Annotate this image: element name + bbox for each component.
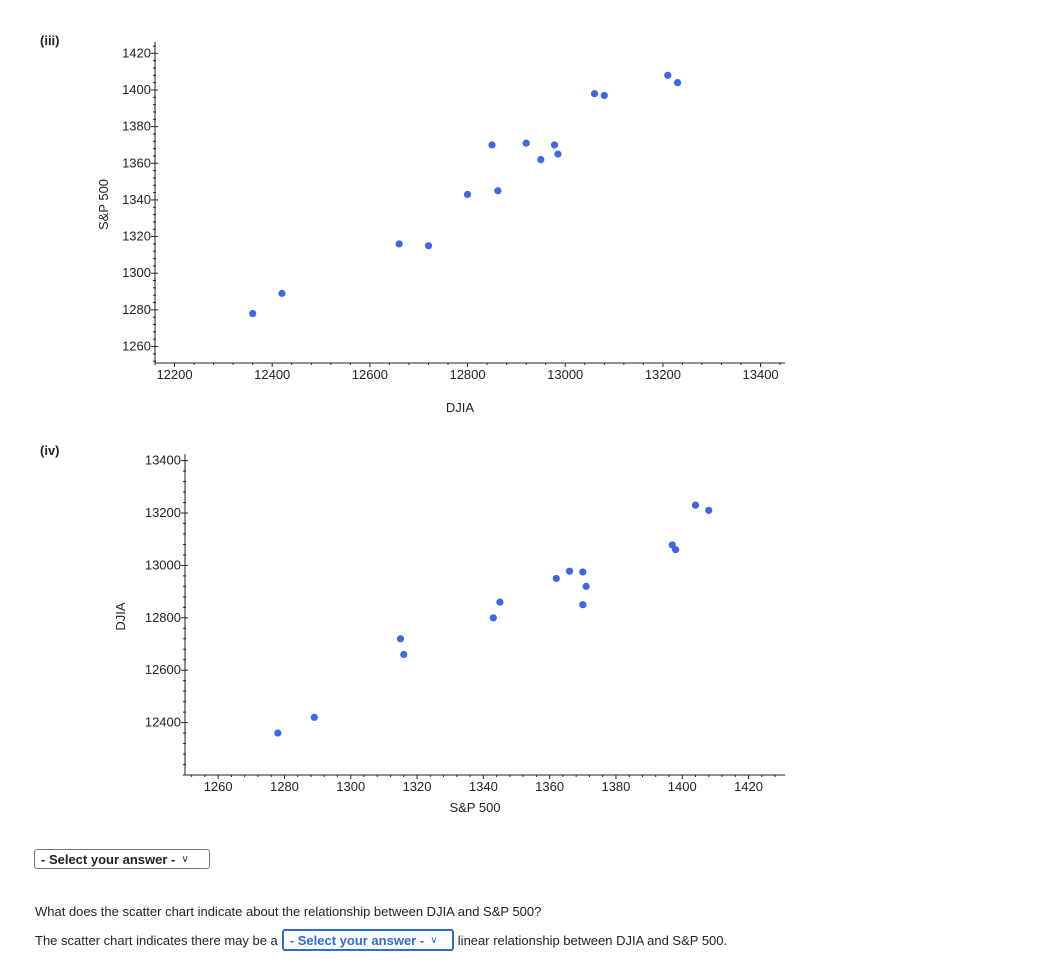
y-tick-label: 13400 (145, 453, 181, 468)
data-point (400, 650, 408, 659)
data-point (672, 546, 680, 554)
y-tick-label: 1420 (122, 45, 151, 60)
x-tick-label: 1360 (535, 779, 564, 794)
y-tick-label: 12400 (145, 715, 181, 730)
x-tick-label: 12600 (352, 367, 388, 382)
x-tick-label: 1300 (336, 779, 365, 794)
x-tick-label: 1260 (204, 779, 233, 794)
x-tick-label: 1280 (270, 779, 299, 794)
scatter-chart-djia-vs-sp500: 12200 12400 12600 12800 13000 13200 13400 1260 1… (96, 42, 785, 415)
panel-label-iv: (iv) (40, 443, 60, 458)
answer-select-1[interactable]: - Select your answer - ∨ (34, 849, 210, 869)
y-tick-label: 1300 (122, 265, 151, 280)
x-tick-label: 12400 (254, 367, 290, 382)
answer-select-1-value: - Select your answer - (41, 851, 176, 867)
y-tick-label: 1400 (122, 82, 151, 97)
answer-sentence: The scatter chart indicates there may be… (35, 929, 727, 951)
x-axis-title: S&P 500 (449, 800, 500, 815)
panel-label-iii: (iii) (40, 33, 60, 48)
y-axis-title: S&P 500 (96, 179, 111, 230)
y-tick-label: 1360 (122, 155, 151, 170)
data-point (310, 713, 318, 721)
x-tick-label: 1380 (601, 779, 630, 794)
y-tick-label: 1380 (122, 119, 151, 134)
y-tick-label: 1340 (122, 192, 151, 207)
data-point (565, 567, 574, 575)
data-point (537, 156, 545, 164)
x-axis-title: DJIA (446, 400, 475, 415)
data-point (579, 568, 587, 576)
x-tick-label: 13400 (743, 367, 779, 382)
y-tick-label: 12600 (145, 662, 181, 677)
data-point (496, 598, 504, 606)
x-tick-label: 12200 (156, 367, 192, 382)
y-tick-label: 12800 (145, 610, 181, 625)
data-point (489, 614, 497, 622)
data-point (424, 242, 433, 250)
data-point (582, 582, 590, 590)
x-tick-label: 1420 (734, 779, 763, 794)
x-tick-label: 1340 (469, 779, 498, 794)
x-tick-label: 1400 (668, 779, 697, 794)
x-tick-label: 12800 (449, 367, 485, 382)
data-point (579, 601, 587, 609)
data-point (522, 139, 530, 147)
data-point (673, 79, 682, 87)
y-tick-label: 13000 (145, 557, 181, 572)
chevron-down-icon: ∨ (430, 934, 438, 946)
data-point (278, 289, 286, 297)
y-tick-label: 1280 (122, 302, 151, 317)
data-point (590, 90, 599, 98)
y-tick-label: 1320 (122, 229, 151, 244)
data-point (488, 141, 496, 149)
y-axis-title: DJIA (113, 602, 128, 631)
x-tick-label: 13200 (645, 367, 681, 382)
data-point (463, 190, 472, 199)
question-text: What does the scatter chart indicate abo… (35, 904, 542, 919)
data-point (249, 309, 257, 318)
scatter-chart-sp500-vs-djia: 1260 1280 1300 1320 1340 1360 1380 1400 1420 1240… (113, 453, 785, 815)
data-point (550, 141, 559, 149)
x-tick-label: 13000 (547, 367, 583, 382)
chevron-down-icon: ∨ (181, 853, 189, 865)
data-point (396, 635, 405, 643)
x-tick-label: 1320 (403, 779, 432, 794)
data-point (600, 91, 608, 100)
sentence-prefix: The scatter chart indicates there may be… (35, 932, 278, 948)
data-point (691, 501, 700, 509)
data-point (552, 574, 560, 583)
sentence-suffix: linear relationship between DJIA and S&P… (457, 932, 728, 948)
y-tick-label: 1260 (122, 339, 151, 354)
answer-select-2[interactable]: - Select your answer - ∨ (281, 929, 454, 951)
data-point (494, 187, 502, 195)
data-point (664, 71, 672, 79)
answer-select-2-value: - Select your answer - (289, 932, 425, 948)
data-point (554, 150, 562, 158)
data-point (705, 506, 713, 514)
data-point (274, 729, 282, 737)
y-tick-label: 13200 (145, 505, 181, 520)
data-point (395, 240, 403, 248)
